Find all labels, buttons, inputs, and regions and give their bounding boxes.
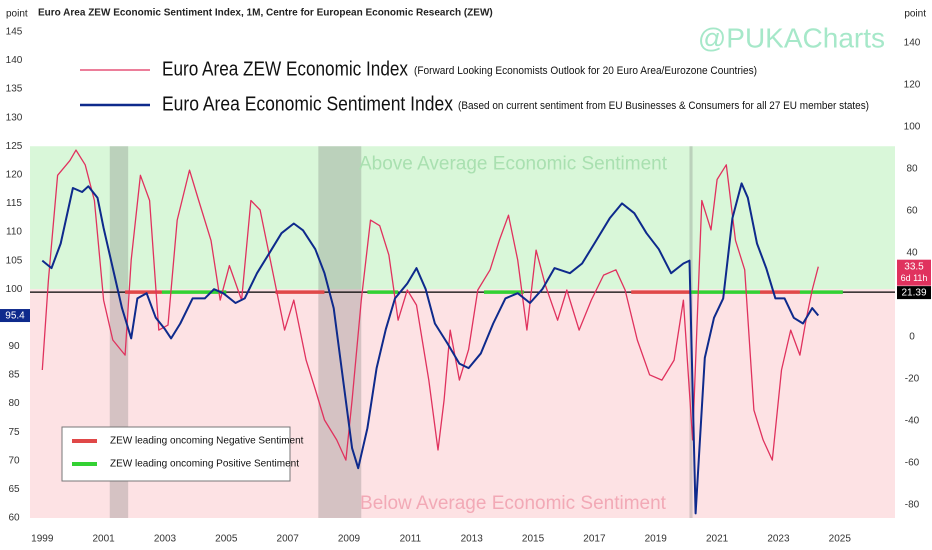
x-tick-label: 2023 <box>767 534 790 545</box>
zone-label: Above Average Economic Sentiment <box>359 153 668 174</box>
y-tick-label: 60 <box>8 513 20 524</box>
x-tick-label: 1999 <box>31 534 54 545</box>
y-tick-label: 105 <box>6 255 23 266</box>
signal-legend-box <box>61 426 291 482</box>
x-tick-label: 2013 <box>461 534 484 545</box>
x-tick-label: 2025 <box>829 534 852 545</box>
zone-label: Below Average Economic Sentiment <box>360 493 667 514</box>
y2-tick-label: 0 <box>909 332 915 343</box>
y-tick-label: 135 <box>6 84 23 95</box>
legend-label: Euro Area Economic Sentiment Index <box>162 93 453 115</box>
plot-area: Above Average Economic Sentiment Below Av… <box>30 146 895 518</box>
average-badge <box>897 286 931 300</box>
y-tick-label: 80 <box>8 398 20 409</box>
y-tick-label: 110 <box>6 227 22 238</box>
y2-tick-label: -80 <box>905 500 920 511</box>
x-tick-label: 2001 <box>92 534 115 545</box>
average-label: 21.39 <box>901 287 926 298</box>
y2-tick-label: 140 <box>904 38 921 49</box>
signal-legend-label: ZEW leading oncoming Positive Sentiment <box>110 459 299 470</box>
last-value-label: 95.4 <box>5 311 25 322</box>
legend-note: (Forward Looking Economists Outlook for … <box>414 65 757 77</box>
y-tick-label: 65 <box>8 484 20 495</box>
y2-axis-label: point <box>904 9 926 20</box>
y-tick-label: 130 <box>6 112 23 123</box>
y-tick-label: 140 <box>6 55 23 66</box>
y2-tick-label: -40 <box>905 416 920 427</box>
x-tick-label: 2017 <box>583 534 606 545</box>
y-tick-label: 70 <box>8 455 20 466</box>
legend-note: (Based on current sentiment from EU Busi… <box>458 100 869 112</box>
x-tick-label: 2009 <box>338 534 361 545</box>
x-tick-label: 2021 <box>706 534 729 545</box>
x-tick-label: 2019 <box>645 534 668 545</box>
y-tick-label: 90 <box>8 341 20 352</box>
y2-tick-label: 60 <box>906 206 918 217</box>
last-value-label: 33.5 <box>904 261 924 272</box>
y2-tick-label: -20 <box>905 374 920 385</box>
y2-tick-label: 40 <box>906 248 918 259</box>
x-tick-label: 2011 <box>400 534 422 545</box>
series-line <box>41 182 820 515</box>
last-value-badge <box>897 259 931 286</box>
y-tick-label: 75 <box>8 427 20 438</box>
x-tick-label: 2005 <box>215 534 238 545</box>
shaded-period <box>109 146 129 518</box>
legend-label: Euro Area ZEW Economic Index <box>162 58 408 80</box>
y2-tick-label: -60 <box>905 458 920 469</box>
x-tick-label: 2003 <box>154 534 177 545</box>
last-value-badge <box>0 309 30 323</box>
y-tick-label: 125 <box>6 141 23 152</box>
x-tick-label: 2007 <box>277 534 300 545</box>
y-tick-label: 145 <box>6 27 23 38</box>
y2-tick-label: 80 <box>906 164 918 175</box>
y-tick-label: 115 <box>6 198 22 209</box>
chart-title: Euro Area ZEW Economic Sentiment Index, … <box>38 8 493 19</box>
signal-legend-label: ZEW leading oncoming Negative Sentiment <box>110 436 304 447</box>
y2-tick-label: 100 <box>904 122 921 133</box>
shaded-period <box>318 146 362 518</box>
y2-tick-label: 120 <box>904 80 921 91</box>
y-tick-label: 85 <box>8 370 20 381</box>
countdown: 6d 11h <box>901 273 928 283</box>
watermark: @PUKACharts <box>698 22 885 53</box>
y-axis-label: point <box>6 9 28 20</box>
y-tick-label: 100 <box>6 284 23 295</box>
x-tick-label: 2015 <box>522 534 545 545</box>
y-tick-label: 120 <box>6 169 23 180</box>
